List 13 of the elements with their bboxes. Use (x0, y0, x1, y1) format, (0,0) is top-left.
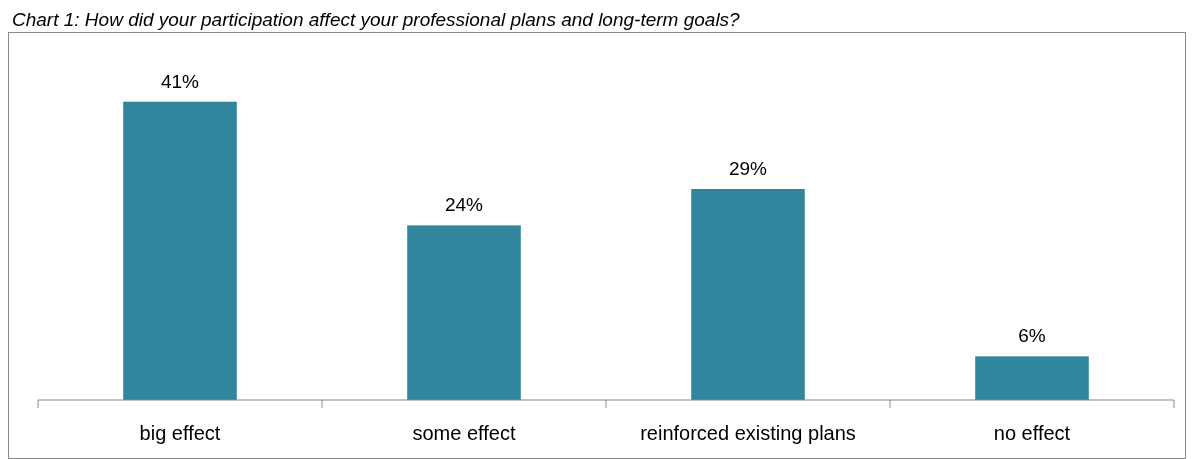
bar (123, 101, 237, 400)
bar (407, 225, 521, 400)
bar (975, 356, 1089, 400)
data-label: 29% (728, 158, 768, 179)
data-label: 24% (444, 194, 484, 216)
chart-title: Chart 1: How did your participation affect your professional plans and long-term goals? (12, 9, 741, 30)
bar (691, 189, 805, 400)
x-tick-label: some effect (412, 422, 516, 444)
data-label: 41% (160, 70, 200, 92)
data-label: 6% (1018, 325, 1046, 347)
x-tick-label: big effect (139, 422, 221, 444)
x-tick-label: no effect (993, 422, 1071, 444)
x-tick-label: reinforced existing plans (640, 422, 856, 444)
